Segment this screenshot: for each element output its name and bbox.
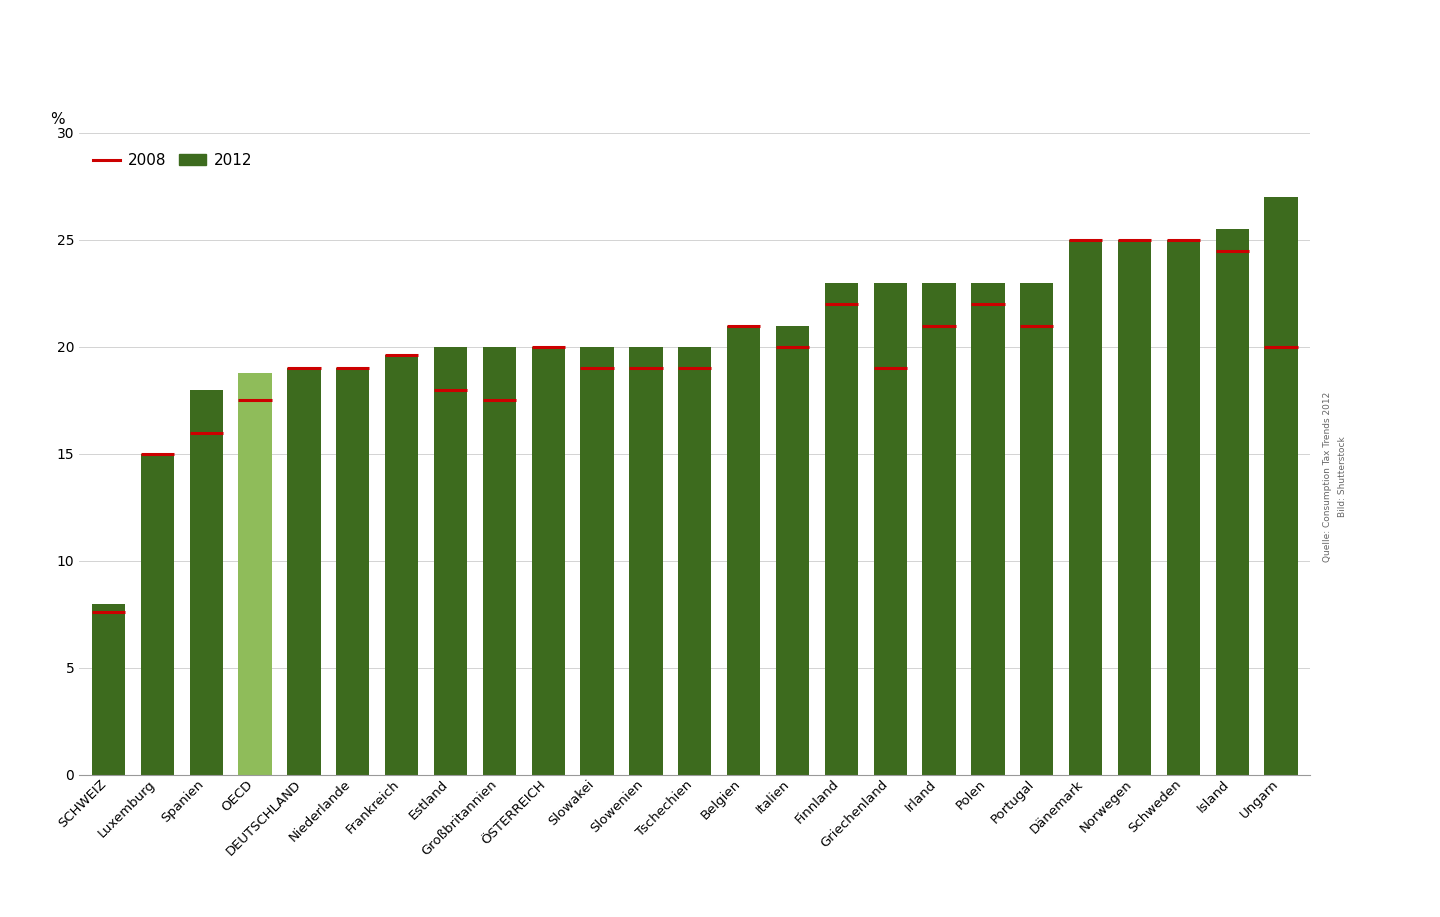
Bar [239, 372, 272, 775]
Bar [874, 282, 907, 775]
Bar [825, 282, 858, 775]
Legend: 2008, 2012: 2008, 2012 [86, 147, 259, 174]
Bar [923, 282, 956, 775]
Text: Mehrwertsteuern: Mehrwertsteuern [108, 26, 516, 67]
Bar [384, 356, 418, 775]
Bar [580, 347, 613, 775]
Bar [336, 369, 370, 775]
Bar [141, 454, 174, 775]
Bar [433, 347, 467, 775]
Bar [288, 369, 321, 775]
Bar [727, 326, 760, 775]
Bar [1020, 282, 1054, 775]
Text: Quelle: Consumption Tax Trends 2012: Quelle: Consumption Tax Trends 2012 [1323, 392, 1332, 562]
Bar [972, 282, 1005, 775]
Bar [190, 390, 223, 775]
Text: Entwicklung der Steuersätze europäischer OECD-Länder in der Krise: Entwicklung der Steuersätze europäischer… [108, 104, 750, 123]
Text: Bild: Shutterstock: Bild: Shutterstock [1338, 436, 1346, 517]
Bar [1166, 240, 1200, 775]
Bar [776, 326, 809, 775]
Bar [482, 347, 516, 775]
Bar [1215, 229, 1248, 775]
Bar [92, 603, 125, 775]
Bar [531, 347, 564, 775]
Bar [1068, 240, 1102, 775]
Bar [629, 347, 662, 775]
Bar [1264, 197, 1297, 775]
Bar [678, 347, 711, 775]
Text: %: % [50, 112, 65, 127]
Bar [1117, 240, 1151, 775]
